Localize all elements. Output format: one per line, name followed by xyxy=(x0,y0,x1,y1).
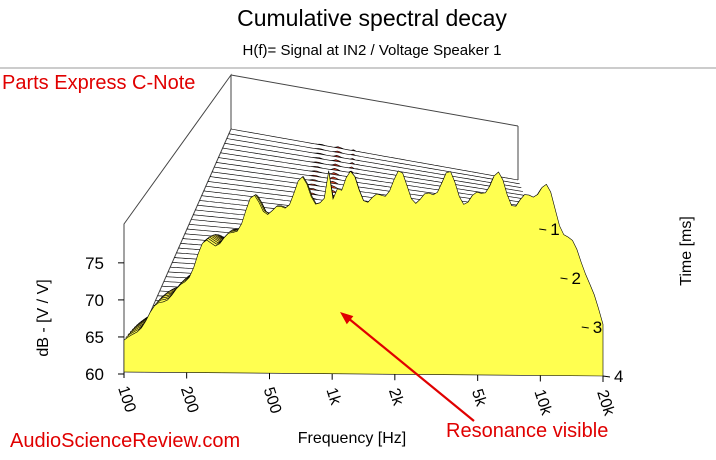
chart-title: Cumulative spectral decay xyxy=(237,5,507,31)
y-tick-label: 65 xyxy=(85,328,104,347)
z-axis-label: Time [ms] xyxy=(678,216,695,286)
x-tick-label: 5k xyxy=(468,387,490,409)
resonance-arrow xyxy=(340,312,475,422)
x-tick-label: 500 xyxy=(260,385,284,416)
decay-slice xyxy=(224,143,524,192)
x-tick-label: 1k xyxy=(322,386,344,408)
product-label: Parts Express C-Note xyxy=(2,72,195,94)
z-tick-mark xyxy=(602,375,611,378)
decay-slice xyxy=(222,147,525,196)
z-tick-mark xyxy=(539,228,547,231)
z-tick-label: 4 xyxy=(614,367,623,386)
resonance-label: Resonance visible xyxy=(446,420,608,442)
x-tick-label: 10k xyxy=(530,387,554,418)
z-tick-label: 3 xyxy=(593,318,602,337)
z-tick-mark xyxy=(560,277,568,280)
y-tick-label: 60 xyxy=(85,365,104,384)
y-tick-label: 75 xyxy=(85,254,104,273)
x-tick-label: 100 xyxy=(114,384,138,415)
z-tick-label: 2 xyxy=(572,269,581,288)
y-axis-label: dB - [V / V] xyxy=(35,279,52,356)
decay-slice xyxy=(228,133,520,185)
x-tick-label: 20k xyxy=(593,388,617,419)
decay-slice xyxy=(220,152,527,200)
z-tick-label: 1 xyxy=(550,220,559,239)
watermark-text: AudioScienceReview.com xyxy=(10,430,240,452)
decay-slice xyxy=(123,170,604,377)
z-tick-mark xyxy=(581,326,589,329)
decay-slice xyxy=(230,128,519,181)
x-axis-label: Frequency [Hz] xyxy=(298,430,406,447)
x-tick-label: 2k xyxy=(385,386,407,408)
waterfall-slices xyxy=(123,128,604,377)
y-tick-label: 70 xyxy=(85,291,104,310)
x-tick-label: 200 xyxy=(177,384,201,415)
chart-subtitle: H(f)= Signal at IN2 / Voltage Speaker 1 xyxy=(243,42,502,59)
